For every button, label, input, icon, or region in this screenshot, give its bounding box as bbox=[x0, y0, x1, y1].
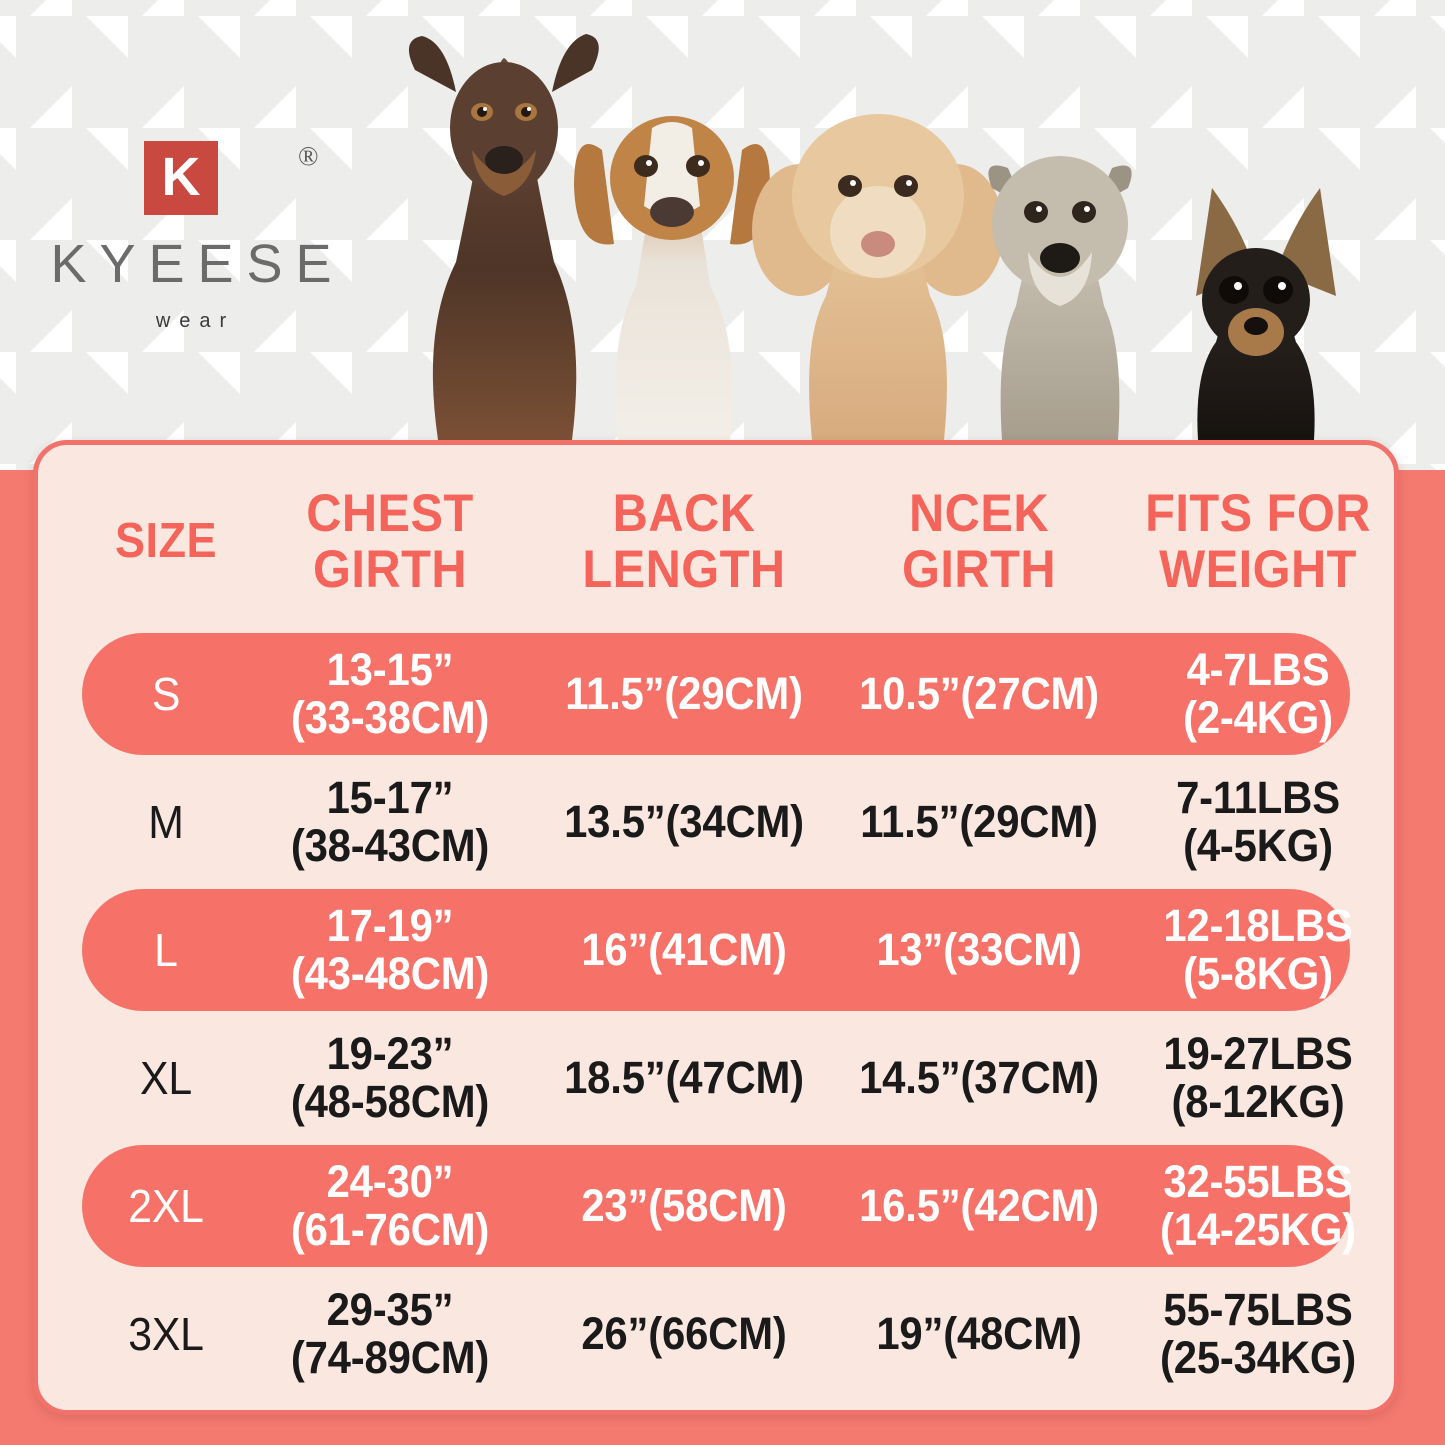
cell-chest-girth: 24-30” (61-76CM) bbox=[290, 1156, 490, 1255]
cell-size: M bbox=[148, 795, 184, 848]
size-chart-card: SIZE CHEST GIRTH BACK LENGTH NCEK GIRTH … bbox=[33, 440, 1399, 1415]
cell-chest-girth: 17-19” (43-48CM) bbox=[290, 900, 490, 999]
cell-back-length: 11.5”(29CM) bbox=[565, 668, 803, 720]
cell-fits-for-weight: 12-18LBS (5-8KG) bbox=[1163, 900, 1353, 999]
hero-banner bbox=[0, 0, 1445, 470]
column-header-fits-for-weight: FITS FOR WEIGHT bbox=[1145, 483, 1371, 599]
table-row: M 15-17” (38-43CM) 13.5”(34CM) 11.5”(29CM) 7… bbox=[38, 761, 1394, 883]
cell-chest-girth: 19-23” (48-58CM) bbox=[290, 1028, 490, 1127]
cell-chest-girth: 29-35” (74-89CM) bbox=[290, 1284, 490, 1383]
cell-fits-for-weight: 32-55LBS (14-25KG) bbox=[1159, 1156, 1356, 1255]
cell-back-length: 23”(58CM) bbox=[581, 1180, 787, 1232]
dog-photo-strip bbox=[360, 0, 1420, 450]
cell-size: 3XL bbox=[128, 1307, 204, 1360]
table-row: 2XL 24-30” (61-76CM) 23”(58CM) 16.5”(42CM) 3… bbox=[38, 1145, 1394, 1267]
cell-fits-for-weight: 7-11LBS (4-5KG) bbox=[1176, 772, 1340, 871]
dog-beagle bbox=[574, 116, 770, 440]
brand-logo: K ® KYEESE wear bbox=[26, 133, 356, 348]
table-row: S 13-15” (33-38CM) 11.5”(29CM) 10.5”(27CM) 4… bbox=[38, 633, 1394, 755]
cell-fits-for-weight: 4-7LBS (2-4KG) bbox=[1183, 644, 1333, 743]
dog-schnauzer bbox=[988, 156, 1132, 440]
cell-size: L bbox=[154, 923, 178, 976]
table-row: XL 19-23” (48-58CM) 18.5”(47CM) 14.5”(37CM)… bbox=[38, 1017, 1394, 1139]
cell-neck-girth: 14.5”(37CM) bbox=[859, 1052, 1099, 1104]
cell-neck-girth: 13”(33CM) bbox=[876, 924, 1082, 976]
row-highlight-pill bbox=[82, 1145, 1350, 1267]
table-header-row: SIZE CHEST GIRTH BACK LENGTH NCEK GIRTH … bbox=[38, 467, 1394, 617]
cell-back-length: 18.5”(47CM) bbox=[564, 1052, 804, 1104]
registered-trademark-icon: ® bbox=[298, 141, 319, 171]
dog-chihuahua bbox=[1196, 188, 1336, 440]
row-highlight-pill bbox=[82, 633, 1350, 755]
cell-back-length: 13.5”(34CM) bbox=[564, 796, 804, 848]
dog-poodle bbox=[752, 114, 1004, 440]
dog-doberman bbox=[408, 34, 599, 440]
cell-back-length: 26”(66CM) bbox=[581, 1308, 787, 1360]
logo-mark-icon: K bbox=[144, 141, 218, 215]
table-row: 3XL 29-35” (74-89CM) 26”(66CM) 19”(48CM) 55-… bbox=[38, 1273, 1394, 1395]
table-row: L 17-19” (43-48CM) 16”(41CM) 13”(33CM) 12-18… bbox=[38, 889, 1394, 1011]
column-header-back-length: BACK LENGTH bbox=[582, 483, 786, 599]
logo-mark-letter: K bbox=[161, 147, 201, 207]
brand-tagline: wear bbox=[155, 310, 236, 332]
column-header-neck-girth: NCEK GIRTH bbox=[902, 483, 1056, 599]
cell-size: XL bbox=[140, 1051, 192, 1104]
cell-neck-girth: 11.5”(29CM) bbox=[860, 796, 1098, 848]
cell-back-length: 16”(41CM) bbox=[581, 924, 787, 976]
row-highlight-pill bbox=[82, 889, 1350, 1011]
cell-neck-girth: 16.5”(42CM) bbox=[859, 1180, 1099, 1232]
size-table: SIZE CHEST GIRTH BACK LENGTH NCEK GIRTH … bbox=[38, 445, 1394, 1410]
cell-fits-for-weight: 55-75LBS (25-34KG) bbox=[1159, 1284, 1356, 1383]
column-header-chest-girth: CHEST GIRTH bbox=[306, 483, 474, 599]
cell-fits-for-weight: 19-27LBS (8-12KG) bbox=[1163, 1028, 1353, 1127]
column-header-size: SIZE bbox=[114, 514, 218, 569]
cell-size: 2XL bbox=[128, 1179, 204, 1232]
brand-wordmark: KYEESE bbox=[50, 234, 345, 294]
cell-size: S bbox=[151, 667, 181, 720]
cell-neck-girth: 19”(48CM) bbox=[876, 1308, 1082, 1360]
cell-chest-girth: 15-17” (38-43CM) bbox=[290, 772, 490, 871]
cell-neck-girth: 10.5”(27CM) bbox=[859, 668, 1099, 720]
cell-chest-girth: 13-15” (33-38CM) bbox=[290, 644, 490, 743]
